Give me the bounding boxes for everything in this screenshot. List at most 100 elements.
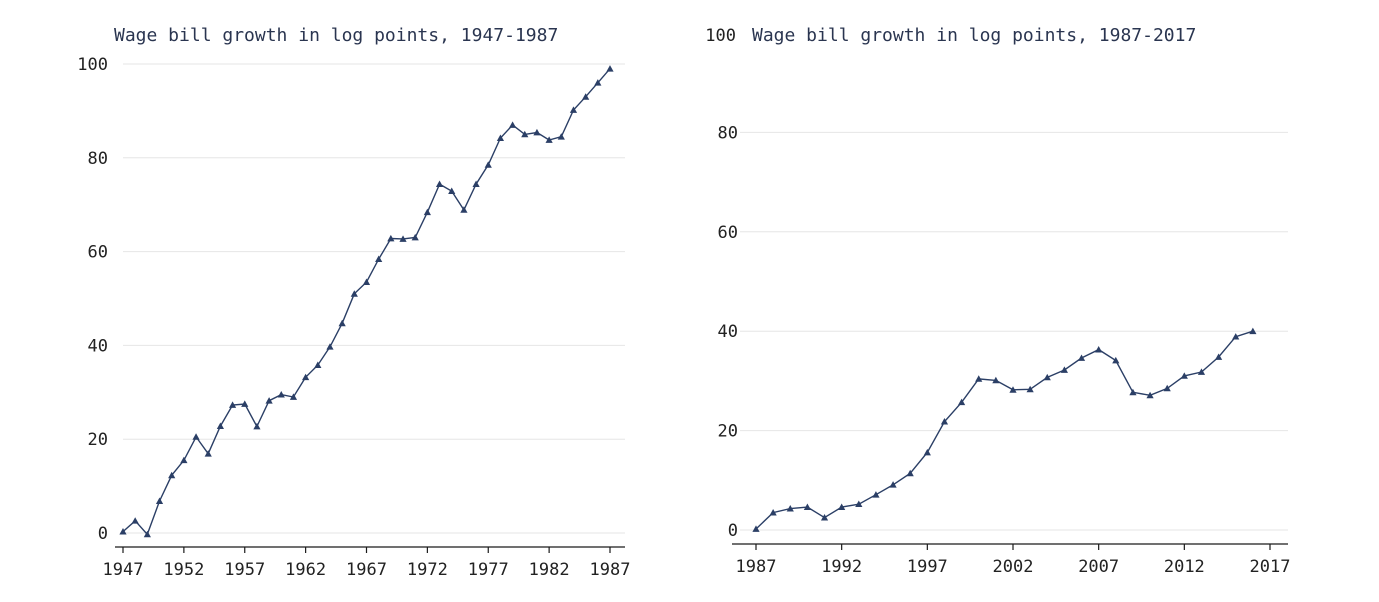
data-point-marker — [557, 133, 565, 140]
y-tick-label: 80 — [88, 149, 108, 169]
data-point-marker — [423, 208, 431, 216]
data-point-marker — [155, 497, 164, 504]
data-point-marker — [314, 361, 322, 368]
data-point-marker — [940, 418, 949, 425]
data-point-marker — [265, 397, 273, 404]
data-point-marker — [872, 491, 880, 498]
y-tick-label: 40 — [718, 322, 738, 342]
chart-panel-1947-1987: Wage bill growth in log points, 1947-198… — [77, 25, 630, 580]
data-point-marker — [752, 525, 760, 532]
data-point-marker — [838, 503, 846, 511]
data-point-marker — [448, 187, 456, 194]
x-tick-label: 2007 — [1078, 557, 1119, 577]
data-point-marker — [1026, 385, 1034, 393]
data-point-marker — [460, 206, 468, 213]
data-point-marker — [411, 233, 419, 241]
data-point-marker — [180, 456, 188, 464]
x-tick-label: 1957 — [224, 560, 265, 580]
data-point-marker — [855, 500, 863, 508]
data-point-marker — [350, 290, 358, 297]
data-point-marker — [131, 517, 139, 524]
data-point-marker — [241, 400, 249, 407]
data-point-marker — [484, 161, 492, 168]
data-point-marker — [992, 376, 1000, 384]
data-point-marker — [1129, 388, 1137, 396]
data-point-marker — [1163, 384, 1171, 392]
data-point-marker — [289, 393, 298, 400]
y-tick-label: 80 — [718, 123, 738, 143]
y-tick-label: 60 — [718, 223, 738, 243]
data-point-marker — [1043, 373, 1051, 381]
data-point-marker — [606, 65, 614, 72]
x-tick-label: 2002 — [993, 557, 1034, 577]
data-point-marker — [387, 234, 395, 242]
data-point-marker — [119, 527, 127, 535]
data-point-marker — [889, 481, 897, 488]
chart-panel-1987-2017: Wage bill growth in log points, 1987-201… — [705, 25, 1290, 577]
data-point-marker — [769, 509, 777, 516]
data-point-marker — [1009, 386, 1017, 393]
data-point-marker — [509, 121, 517, 128]
data-point-marker — [958, 398, 966, 406]
data-point-marker — [1077, 354, 1086, 361]
x-tick-label: 2012 — [1164, 557, 1205, 577]
data-point-marker — [569, 106, 578, 113]
data-point-marker — [302, 373, 310, 381]
y-tick-label: 20 — [718, 422, 738, 442]
data-point-marker — [1232, 333, 1240, 340]
data-point-marker — [216, 422, 224, 429]
data-point-marker — [1180, 372, 1188, 379]
x-tick-label: 1997 — [907, 557, 948, 577]
data-point-marker — [435, 180, 444, 187]
y-tick-label: 100 — [705, 26, 736, 46]
data-point-marker — [204, 450, 212, 457]
data-point-marker — [1112, 356, 1120, 364]
data-point-marker — [533, 128, 541, 136]
data-point-marker — [277, 391, 285, 398]
x-tick-label: 1972 — [407, 560, 448, 580]
data-point-marker — [472, 180, 480, 187]
data-point-marker — [496, 134, 505, 141]
x-tick-label: 1947 — [103, 560, 144, 580]
data-point-marker — [906, 469, 914, 477]
data-point-marker — [399, 235, 407, 242]
data-point-marker — [803, 503, 811, 511]
data-point-marker — [168, 471, 176, 479]
y-tick-label: 100 — [77, 55, 108, 75]
data-point-marker — [362, 278, 371, 285]
data-point-marker — [594, 79, 602, 86]
data-point-marker — [143, 530, 151, 538]
chart-title: Wage bill growth in log points, 1987-201… — [752, 25, 1196, 46]
data-point-marker — [923, 448, 931, 456]
y-tick-label: 0 — [98, 524, 108, 544]
data-point-marker — [582, 93, 590, 100]
x-tick-label: 1992 — [821, 557, 862, 577]
data-point-marker — [1146, 391, 1154, 399]
data-point-marker — [326, 343, 334, 350]
x-tick-label: 1967 — [346, 560, 387, 580]
x-tick-label: 1987 — [590, 560, 631, 580]
data-point-marker — [1215, 353, 1223, 360]
x-tick-label: 1987 — [736, 557, 777, 577]
data-point-marker — [228, 401, 237, 408]
data-point-marker — [253, 422, 261, 430]
series-line — [122, 68, 611, 536]
data-point-marker — [975, 375, 983, 382]
y-tick-label: 40 — [88, 336, 108, 356]
x-tick-label: 1952 — [163, 560, 204, 580]
data-point-marker — [338, 319, 346, 327]
y-tick-label: 60 — [88, 243, 108, 263]
data-point-marker — [545, 136, 553, 143]
y-tick-label: 20 — [88, 430, 108, 450]
data-point-marker — [192, 433, 200, 440]
data-point-marker — [1197, 368, 1206, 375]
x-tick-label: 1962 — [285, 560, 326, 580]
data-point-marker — [786, 505, 794, 512]
x-tick-label: 2017 — [1250, 557, 1291, 577]
data-point-marker — [1249, 327, 1257, 335]
y-tick-label: 0 — [728, 521, 738, 541]
data-point-marker — [1060, 366, 1068, 373]
data-point-marker — [521, 130, 529, 138]
data-point-marker — [820, 513, 829, 521]
